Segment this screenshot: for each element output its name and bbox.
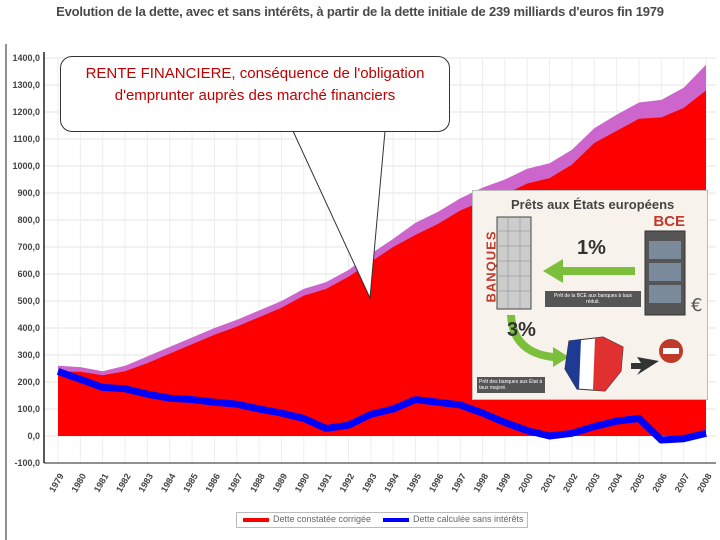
inset-caption-bce: Prêt de la BCE aux banques à taux réduit… — [545, 291, 641, 307]
legend: Dette constatée corrigée Dette calculée … — [236, 512, 528, 528]
x-tick-label: 1987 — [226, 472, 245, 494]
y-tick-label: 400,0 — [17, 323, 40, 333]
arrow-left-icon — [543, 259, 635, 283]
callout-box: RENTE FINANCIERE, conséquence de l'oblig… — [60, 56, 450, 132]
x-tick-label: 1985 — [181, 472, 200, 494]
y-tick-label: 1000,0 — [12, 161, 40, 171]
x-tick-label: 1991 — [315, 472, 334, 494]
x-tick-label: 1988 — [248, 472, 267, 494]
inset-rate-banques: 3% — [507, 319, 536, 341]
x-tick-label: 1981 — [92, 472, 111, 494]
inset-title: Prêts aux États européens — [511, 197, 675, 212]
y-tick-label: 200,0 — [17, 377, 40, 387]
y-tick-label: 1400,0 — [12, 53, 40, 63]
x-tick-label: 2001 — [539, 472, 558, 494]
y-tick-label: -100,0 — [14, 458, 40, 468]
inset-bce-label: BCE — [653, 213, 685, 230]
x-tick-label: 1982 — [114, 472, 133, 494]
y-tick-label: 300,0 — [17, 350, 40, 360]
x-tick-label: 1993 — [360, 472, 379, 494]
x-tick-label: 2000 — [516, 472, 535, 494]
x-tick-label: 1998 — [472, 472, 491, 494]
inset-infographic: Prêts aux États européens BCE BANQUES € … — [472, 190, 708, 400]
legend-label-red: Dette constatée corrigée — [273, 514, 372, 524]
x-tick-label: 1997 — [449, 472, 468, 494]
legend-swatch-blue — [383, 518, 409, 522]
y-tick-label: 1100,0 — [13, 134, 40, 144]
arrow-curved-icon — [507, 315, 569, 367]
chart-title: Evolution de la dette, avec et sans inté… — [56, 4, 664, 19]
inset-rate-bce: 1% — [577, 237, 606, 259]
euro-icon: € — [691, 295, 702, 316]
x-tick-label: 1995 — [405, 472, 424, 494]
inset-caption-banques: Prêt des banques aux État à taux majoré. — [477, 377, 545, 393]
legend-label-blue: Dette calculée sans intérêts — [413, 514, 524, 524]
x-tick-labels: 1979 1980 1981 1982 1983 1984 1985 1986 1987 1988… — [47, 472, 714, 494]
x-tick-label: 1999 — [494, 472, 513, 494]
y-tick-label: 800,0 — [17, 215, 40, 225]
x-tick-label: 1994 — [382, 472, 401, 494]
x-tick-label: 1996 — [427, 472, 446, 494]
axes — [5, 44, 716, 540]
x-tick-label: 2008 — [695, 472, 714, 494]
x-tick-label: 2006 — [650, 472, 669, 494]
x-tick-label: 2005 — [628, 472, 647, 494]
x-tick-label: 1986 — [203, 472, 222, 494]
x-tick-label: 2007 — [673, 472, 692, 494]
series-line-dette-sans-interets — [56, 368, 707, 444]
y-tick-label: 1300,0 — [12, 80, 40, 90]
x-tick-label: 1989 — [271, 472, 290, 494]
y-tick-label: 500,0 — [17, 296, 40, 306]
callout-pointer — [292, 130, 386, 300]
y-tick-label: 600,0 — [17, 269, 40, 279]
x-tick-label: 2002 — [561, 472, 580, 494]
x-tick-label: 1980 — [69, 472, 88, 494]
x-tick-label: 1979 — [47, 472, 66, 494]
inset-graphics: € — [496, 216, 702, 392]
y-tick-label: 100,0 — [17, 404, 40, 414]
y-tick-label: 0,0 — [27, 431, 40, 441]
x-tick-label: 1992 — [338, 472, 357, 494]
x-tick-label: 2003 — [583, 472, 602, 494]
y-tick-labels: -100,0 0,0 100,0 200,0 300,0 400,0 500,0 600,0 7… — [12, 53, 40, 468]
y-tick-label: 900,0 — [17, 188, 40, 198]
x-tick-label: 2004 — [606, 472, 625, 494]
y-tick-label: 1200,0 — [12, 107, 40, 117]
x-tick-label: 1990 — [293, 472, 312, 494]
arrow-dark-icon — [631, 357, 659, 375]
x-tick-label: 1984 — [159, 472, 178, 494]
bank-building-icon — [496, 216, 532, 310]
legend-swatch-red — [243, 518, 269, 522]
callout-tail — [292, 130, 386, 300]
y-tick-label: 700,0 — [17, 242, 40, 252]
x-tick-label: 1983 — [136, 472, 155, 494]
